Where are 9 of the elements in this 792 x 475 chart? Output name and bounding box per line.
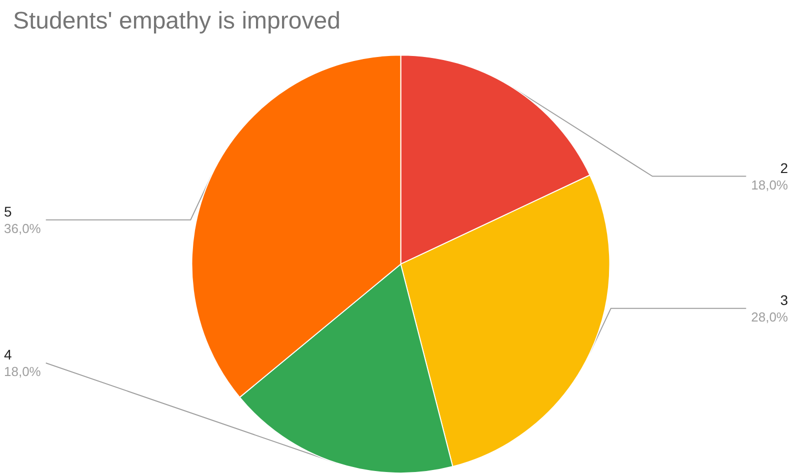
slice-label: 2 xyxy=(780,160,788,176)
slice-label: 4 xyxy=(4,346,12,363)
chart-title: Students' empathy is improved xyxy=(13,8,340,34)
data-label: 18,0% xyxy=(751,177,788,192)
data-label: 28,0% xyxy=(751,309,788,324)
data-label: 18,0% xyxy=(4,364,42,380)
slice-label: 5 xyxy=(4,203,12,220)
slice-label: 3 xyxy=(780,292,788,308)
data-label: 36,0% xyxy=(4,220,42,236)
